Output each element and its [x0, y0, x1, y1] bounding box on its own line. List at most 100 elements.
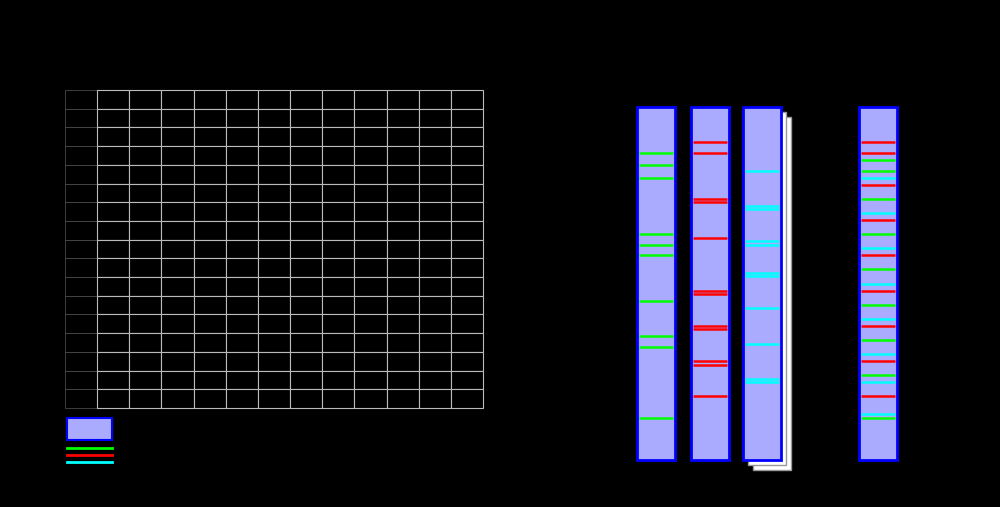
- Bar: [387, 221, 419, 240]
- Bar: [258, 371, 290, 389]
- Bar: [65, 296, 97, 314]
- Bar: [226, 165, 258, 184]
- Bar: [194, 90, 226, 108]
- Bar: [258, 277, 290, 296]
- Bar: [419, 371, 451, 389]
- Bar: [419, 221, 451, 240]
- Bar: [419, 389, 451, 408]
- Bar: [161, 277, 194, 296]
- Bar: [322, 371, 354, 389]
- Bar: [354, 296, 387, 314]
- Bar: [161, 146, 194, 165]
- Bar: [451, 259, 483, 277]
- Bar: [258, 240, 290, 259]
- Bar: [65, 371, 97, 389]
- Bar: [161, 371, 194, 389]
- Bar: [194, 127, 226, 146]
- Bar: [354, 221, 387, 240]
- Bar: [451, 352, 483, 371]
- Bar: [290, 371, 322, 389]
- Bar: [354, 165, 387, 184]
- Bar: [451, 165, 483, 184]
- Bar: [387, 90, 419, 108]
- Bar: [129, 389, 161, 408]
- Bar: [161, 127, 194, 146]
- Bar: [129, 146, 161, 165]
- Bar: [258, 389, 290, 408]
- Bar: [226, 389, 258, 408]
- Bar: [451, 184, 483, 202]
- Bar: [161, 165, 194, 184]
- Bar: [322, 184, 354, 202]
- Bar: [194, 352, 226, 371]
- Bar: [290, 146, 322, 165]
- Bar: [97, 259, 129, 277]
- Bar: [129, 352, 161, 371]
- Bar: [129, 90, 161, 108]
- Bar: [194, 259, 226, 277]
- Bar: [194, 240, 226, 259]
- Bar: [65, 314, 97, 333]
- Bar: [451, 333, 483, 352]
- Bar: [129, 108, 161, 127]
- Bar: [97, 127, 129, 146]
- Bar: [194, 314, 226, 333]
- Bar: [97, 90, 129, 108]
- Bar: [387, 277, 419, 296]
- Bar: [258, 165, 290, 184]
- Bar: [354, 146, 387, 165]
- Bar: [65, 202, 97, 221]
- Bar: [258, 146, 290, 165]
- Bar: [194, 333, 226, 352]
- Bar: [194, 221, 226, 240]
- Bar: [451, 296, 483, 314]
- Bar: [290, 389, 322, 408]
- Bar: [451, 371, 483, 389]
- Bar: [258, 202, 290, 221]
- Bar: [859, 107, 897, 460]
- Bar: [354, 202, 387, 221]
- Bar: [258, 259, 290, 277]
- Bar: [97, 184, 129, 202]
- Bar: [161, 184, 194, 202]
- Bar: [322, 389, 354, 408]
- Bar: [65, 259, 97, 277]
- Bar: [451, 202, 483, 221]
- Bar: [129, 296, 161, 314]
- Bar: [419, 202, 451, 221]
- Bar: [226, 371, 258, 389]
- Bar: [387, 127, 419, 146]
- Bar: [258, 221, 290, 240]
- Bar: [387, 146, 419, 165]
- Bar: [161, 314, 194, 333]
- Bar: [97, 277, 129, 296]
- Bar: [419, 165, 451, 184]
- Bar: [161, 259, 194, 277]
- Bar: [451, 314, 483, 333]
- Bar: [451, 108, 483, 127]
- Bar: [387, 314, 419, 333]
- Bar: [161, 240, 194, 259]
- Bar: [419, 184, 451, 202]
- Bar: [322, 296, 354, 314]
- Bar: [354, 127, 387, 146]
- Bar: [129, 314, 161, 333]
- Bar: [194, 202, 226, 221]
- Bar: [129, 202, 161, 221]
- Bar: [226, 146, 258, 165]
- Bar: [258, 314, 290, 333]
- Bar: [194, 146, 226, 165]
- Bar: [65, 127, 97, 146]
- Bar: [322, 202, 354, 221]
- Bar: [387, 108, 419, 127]
- Bar: [97, 296, 129, 314]
- Bar: [322, 277, 354, 296]
- Bar: [419, 333, 451, 352]
- Bar: [451, 389, 483, 408]
- Bar: [419, 90, 451, 108]
- Bar: [65, 165, 97, 184]
- Bar: [354, 259, 387, 277]
- Bar: [226, 108, 258, 127]
- Bar: [753, 117, 791, 470]
- Bar: [290, 202, 322, 221]
